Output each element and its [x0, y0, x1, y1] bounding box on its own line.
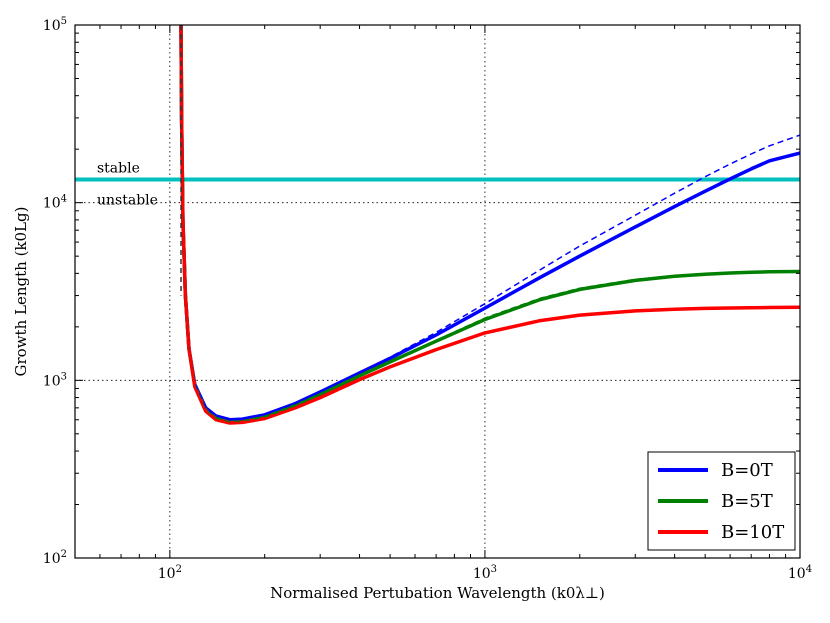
x-tick-label: 103	[473, 564, 497, 582]
plot-frame	[74, 24, 801, 559]
series-line-dashed	[180, 24, 801, 421]
y-tick-base: 10	[43, 373, 61, 389]
x-axis-title-text: Normalised Pertubation Wavelength (k0λ⊥)	[270, 584, 605, 602]
y-tick-exponent: 2	[61, 549, 67, 560]
y-axis-title: Growth Length (k0Lg)	[12, 207, 30, 377]
x-tick-exponent: 3	[491, 564, 497, 575]
x-tick-exponent: 2	[176, 564, 182, 575]
series-line	[179, 24, 801, 422]
legend-label-b0: B=0T	[721, 460, 773, 481]
x-tick-base: 10	[158, 566, 176, 582]
y-tick-label: 105	[43, 16, 67, 34]
y-axis-title-text: Growth Length (k0Lg)	[12, 207, 30, 377]
stable-region-label: stable	[97, 161, 140, 177]
y-tick-base: 10	[43, 551, 61, 567]
series-line	[179, 24, 801, 425]
x-tick-label: 104	[788, 564, 812, 582]
legend-label-b10: B=10T	[721, 522, 784, 543]
series-lines	[179, 24, 801, 425]
y-tick-exponent: 4	[61, 194, 67, 205]
y-tick-base: 10	[43, 196, 61, 212]
series-line-dashed	[180, 24, 801, 424]
unstable-region-label: unstable	[97, 193, 158, 209]
y-tick-label: 102	[43, 549, 67, 567]
x-tick-base: 10	[788, 566, 806, 582]
legend-label-b5: B=5T	[721, 491, 773, 512]
series-line-dashed	[180, 24, 801, 424]
y-tick-label: 104	[43, 194, 67, 212]
x-tick-exponent: 4	[806, 564, 812, 575]
legend: B=0T B=5T B=10T	[647, 451, 796, 551]
x-axis-title: Normalised Pertubation Wavelength (k0λ⊥)	[270, 584, 605, 602]
y-tick-exponent: 3	[61, 371, 67, 382]
y-tick-base: 10	[43, 18, 61, 34]
y-tick-exponent: 5	[61, 16, 67, 27]
x-tick-base: 10	[473, 566, 491, 582]
x-tick-label: 102	[158, 564, 182, 582]
series-line	[179, 24, 801, 425]
y-tick-label: 103	[43, 371, 67, 389]
